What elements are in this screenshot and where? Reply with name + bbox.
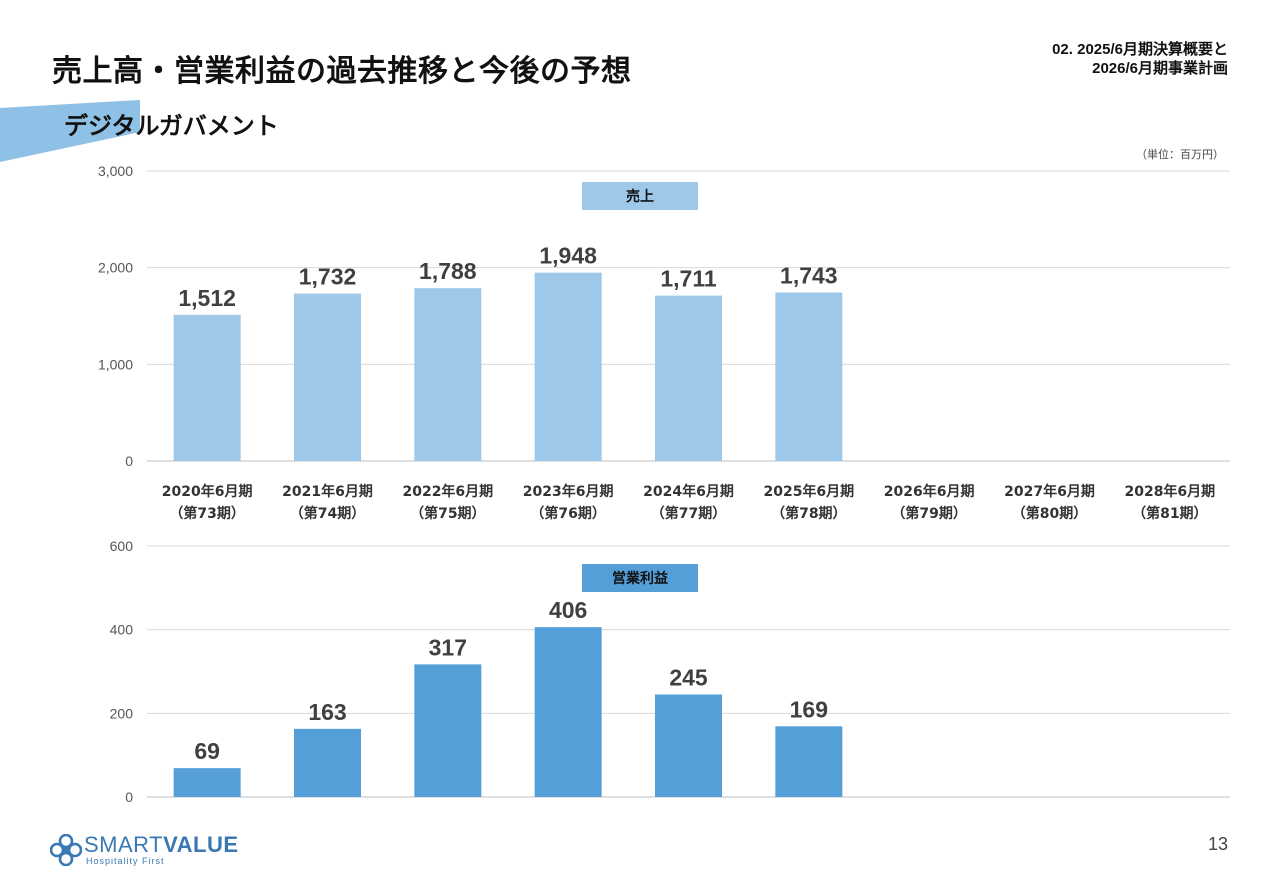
bar	[655, 295, 722, 461]
x-tick-label: 2021年6月期	[282, 483, 373, 500]
x-tick-sublabel: （第73期）	[169, 505, 244, 522]
x-tick-sublabel: （第78期）	[771, 505, 846, 522]
company-logo: SMARTVALUE Hospitality First	[50, 832, 250, 872]
x-tick-label: 2020年6月期	[162, 483, 253, 500]
data-label: 1,711	[660, 266, 716, 292]
logo-wordmark: SMARTVALUE	[84, 832, 239, 858]
x-tick-sublabel: （第79期）	[891, 505, 966, 522]
x-tick-sublabel: （第81期）	[1132, 505, 1207, 522]
data-label: 163	[308, 699, 346, 725]
sales-chart: 0 1,000 2,000 3,000 1,512 2020年6月期 （第73期） 1,732…	[98, 163, 1230, 522]
chart-title: 売上	[626, 188, 654, 205]
bar	[294, 728, 361, 797]
data-label: 1,948	[539, 243, 597, 269]
y-tick-label: 400	[110, 622, 134, 638]
chart-title-box	[582, 182, 698, 210]
x-tick-sublabel: （第76期）	[530, 505, 605, 522]
y-tick-label: 0	[125, 789, 133, 805]
logo-value: VALUE	[163, 832, 239, 857]
bar	[414, 664, 482, 797]
section-reference-line-1: 02. 2025/6月期決算概要と	[1052, 41, 1228, 58]
x-tick-label: 2026年6月期	[884, 483, 975, 500]
data-label: 1,732	[299, 264, 357, 290]
y-tick-label: 200	[110, 705, 134, 721]
y-tick-label: 600	[110, 538, 134, 554]
chart-title-box	[582, 564, 698, 592]
page-number: 13	[1207, 834, 1228, 854]
data-label: 169	[790, 696, 828, 722]
y-tick-label: 0	[125, 453, 133, 469]
bar	[775, 292, 843, 461]
bar	[534, 627, 602, 797]
x-tick-label: 2025年6月期	[763, 483, 854, 500]
logo-tagline: Hospitality First	[86, 856, 165, 866]
bar	[173, 314, 241, 461]
y-tick-label: 3,000	[98, 163, 133, 179]
page-title: 売上高・営業利益の過去推移と今後の予想	[52, 54, 632, 89]
x-tick-sublabel: （第75期）	[410, 505, 485, 522]
data-label: 1,512	[178, 285, 236, 311]
x-tick-sublabel: （第74期）	[290, 505, 365, 522]
unit-label: （単位：百万円）	[1136, 148, 1224, 161]
data-label: 317	[429, 634, 467, 660]
data-label: 1,788	[419, 258, 477, 284]
bar	[775, 726, 843, 797]
section-reference-line-2: 2026/6月期事業計画	[1092, 60, 1228, 77]
x-tick-sublabel: （第80期）	[1012, 505, 1087, 522]
data-label: 245	[669, 665, 708, 691]
data-label: 406	[549, 597, 587, 623]
data-label: 1,743	[780, 263, 838, 289]
logo-smart: SMART	[84, 832, 164, 857]
chart-title: 営業利益	[612, 570, 668, 587]
x-tick-label: 2023年6月期	[523, 483, 614, 500]
y-tick-label: 1,000	[98, 356, 133, 372]
bar	[534, 272, 602, 461]
x-tick-label: 2028年6月期	[1124, 483, 1215, 500]
section-reference: 02. 2025/6月期決算概要と 2026/6月期事業計画	[1052, 40, 1228, 78]
clover-cross-icon	[50, 834, 82, 866]
bar	[173, 768, 241, 797]
operating-profit-chart: 0 200 400 600 69 163 317 406 245 169 営業利益	[110, 538, 1230, 805]
x-tick-sublabel: （第77期）	[651, 505, 726, 522]
y-tick-label: 2,000	[98, 260, 133, 276]
x-tick-label: 2027年6月期	[1004, 483, 1095, 500]
x-tick-label: 2022年6月期	[402, 483, 493, 500]
x-tick-label: 2024年6月期	[643, 483, 734, 500]
bar	[294, 293, 361, 461]
bar	[655, 694, 722, 797]
bar	[414, 288, 482, 461]
data-label: 69	[194, 738, 220, 764]
segment-subtitle: デジタルガバメント	[64, 112, 279, 140]
